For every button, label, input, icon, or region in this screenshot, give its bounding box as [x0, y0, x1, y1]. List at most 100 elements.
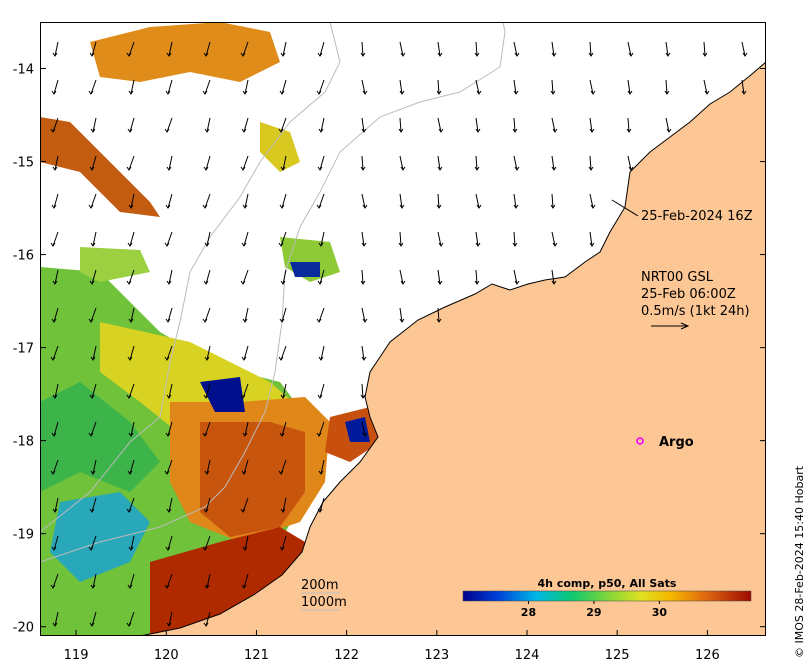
current-vector — [475, 117, 479, 133]
current-vector — [128, 497, 135, 513]
current-vector — [129, 573, 135, 589]
scale-arrow — [651, 322, 690, 330]
credit-label: © IMOS 28-Feb-2024 15:40 Hobart — [793, 465, 806, 658]
current-vector-head — [316, 432, 322, 437]
current-vector — [54, 611, 59, 627]
current-vector — [52, 231, 59, 247]
current-vector — [437, 79, 440, 95]
current-vector — [399, 193, 403, 209]
current-vector — [627, 155, 632, 171]
current-vector — [320, 345, 325, 361]
current-vector-head — [126, 622, 132, 627]
current-vector — [54, 383, 59, 399]
current-vector-head — [126, 280, 132, 285]
current-vector — [204, 421, 211, 437]
current-vector — [244, 307, 249, 323]
current-vector — [242, 41, 249, 57]
current-vector — [130, 79, 135, 95]
current-vector — [168, 383, 173, 399]
current-vector — [91, 383, 97, 399]
track-date-label: 25-Feb-2024 16Z — [641, 209, 753, 224]
current-vector — [168, 41, 173, 57]
sst-mid-cold — [290, 262, 320, 277]
current-vector-head — [204, 356, 210, 361]
sst-north-patch-1 — [40, 117, 160, 217]
current-vector — [128, 41, 135, 57]
current-vector-head — [50, 470, 56, 475]
current-vector — [90, 535, 97, 551]
current-vector — [627, 117, 630, 133]
current-vector — [589, 41, 592, 57]
current-vector-head — [279, 318, 285, 323]
current-vector-head — [164, 584, 170, 589]
current-vector-head — [241, 128, 247, 133]
sst-darkorange-patch — [200, 422, 305, 537]
current-vector — [130, 535, 135, 551]
current-vector — [589, 117, 593, 133]
current-vector — [318, 307, 325, 323]
current-vector-head — [127, 242, 133, 247]
current-vector-head — [203, 166, 209, 171]
current-vector-head — [361, 242, 367, 247]
current-vector-head — [166, 52, 172, 57]
current-vector-head — [128, 318, 134, 323]
current-vector — [53, 193, 59, 209]
current-vector — [166, 117, 173, 133]
current-vector — [92, 459, 97, 475]
argo-label: Argo — [659, 435, 694, 450]
current-vector-head — [90, 470, 96, 475]
current-vector — [128, 383, 135, 399]
current-vector — [282, 155, 287, 171]
sst-north-patch-3 — [260, 122, 300, 172]
current-vector-head — [476, 204, 482, 209]
lat-tick-label: -17 — [13, 342, 34, 357]
current-vector-head — [279, 432, 285, 437]
current-vector-head — [278, 128, 284, 133]
current-vector — [244, 79, 249, 95]
current-vector — [128, 269, 135, 285]
current-vector-head — [475, 128, 481, 133]
current-vector — [437, 307, 440, 323]
current-vector-head — [52, 52, 58, 57]
current-vector-head — [51, 318, 57, 323]
current-vector — [168, 611, 173, 627]
current-vector — [129, 345, 135, 361]
isobath-200m — [40, 22, 506, 563]
current-vector-head — [589, 128, 595, 133]
sst-north-patch-2 — [90, 22, 280, 82]
current-vector-head — [51, 204, 57, 209]
current-vector — [205, 383, 211, 399]
current-vector-head — [240, 52, 246, 57]
lat-tick-label: -19 — [13, 528, 34, 543]
current-vector-head — [88, 318, 94, 323]
current-vector-head — [318, 242, 324, 247]
current-vector — [282, 269, 287, 285]
current-vector-head — [52, 166, 58, 171]
current-vector — [361, 383, 364, 399]
current-vector-head — [361, 128, 367, 133]
current-vector — [589, 193, 594, 209]
current-vector-head — [166, 508, 172, 513]
current-vector-head — [436, 204, 442, 209]
current-vector — [90, 193, 97, 209]
current-vector-head — [52, 394, 58, 399]
current-vector — [320, 231, 325, 247]
current-vector — [281, 79, 287, 95]
current-vector — [475, 155, 478, 171]
current-vector-head — [51, 546, 57, 551]
current-vector-head — [280, 52, 286, 57]
current-vector-head — [666, 128, 672, 133]
current-vector — [551, 269, 555, 285]
current-vector-head — [204, 242, 210, 247]
current-vector-head — [90, 242, 96, 247]
current-vector-head — [127, 470, 133, 475]
current-vector — [665, 79, 668, 95]
current-vector-head — [318, 356, 324, 361]
current-vector-head — [202, 546, 208, 551]
current-vector-head — [241, 470, 247, 475]
current-vector — [319, 269, 325, 285]
current-vector — [399, 41, 404, 57]
current-vector-head — [126, 52, 132, 57]
current-vector-head — [50, 128, 56, 133]
current-vector — [437, 41, 441, 57]
